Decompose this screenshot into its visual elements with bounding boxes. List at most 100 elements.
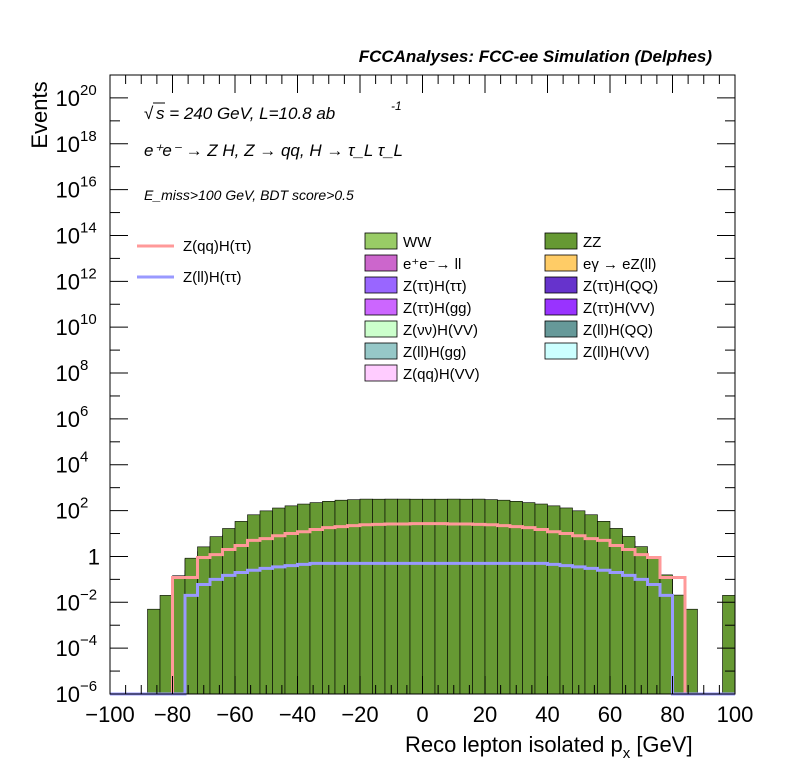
svg-text:10: 10 (56, 590, 80, 615)
stack-12 (147, 498, 736, 695)
legend-swatch (364, 364, 398, 382)
stack-bars (147, 498, 736, 695)
bar-12-21 (372, 498, 386, 695)
bar-12-37 (572, 510, 586, 695)
x-tick-label: 80 (660, 702, 684, 727)
bar-12-5 (172, 575, 186, 695)
legend-swatch (364, 298, 398, 316)
bar-12-44 (659, 574, 673, 695)
svg-text:10: 10 (56, 86, 80, 111)
bar-12-45 (672, 594, 686, 695)
signal-line-1 (110, 561, 735, 696)
legend-label: Z(ll)H(QQ) (583, 322, 653, 339)
legend-signals: Z(qq)H(ττ) Z(ll)H(ττ) (137, 238, 252, 286)
svg-text:12: 12 (80, 265, 97, 282)
legend-swatch (364, 342, 398, 360)
bar-12-22 (384, 498, 398, 695)
legend-label: Z(νν)H(VV) (403, 322, 478, 339)
legend-label: ZZ (583, 234, 601, 251)
legend-label: Z(ττ)H(VV) (583, 300, 655, 317)
bar-12-16 (309, 502, 323, 695)
x-tick-label: 60 (598, 702, 622, 727)
bar-12-29 (472, 498, 486, 695)
x-tick-label: 20 (473, 702, 497, 727)
legend-label: eγ → eZ(ll) (583, 256, 656, 273)
legend-swatch (364, 276, 398, 294)
svg-text:10: 10 (56, 178, 80, 203)
annotation-block: √ s = 240 GeV, L=10.8 ab -1 e⁺e⁻ → Z H, … (144, 99, 403, 203)
bar-12-43 (647, 557, 661, 695)
y-axis-label: Events (27, 81, 52, 148)
bar-12-27 (447, 498, 461, 695)
signal-lines (110, 522, 735, 696)
legend-swatch (544, 276, 578, 294)
legend-label: Z(qq)H(ττ) (183, 238, 252, 255)
y-tick-label: 10 12 (56, 265, 97, 294)
sqrt-symbol: √ (144, 104, 154, 123)
bar-12-42 (634, 546, 648, 695)
cut-label: E_miss>100 GeV, BDT score>0.5 (144, 187, 354, 203)
y-tick-label: 10 18 (56, 128, 97, 157)
legend-label: Z(qq)H(VV) (403, 366, 480, 383)
bar-12-10 (234, 521, 248, 695)
svg-text:6: 6 (80, 403, 88, 420)
x-tick-label: −20 (341, 702, 378, 727)
bar-12-46 (684, 608, 698, 695)
y-tick-label: 10 −4 (56, 632, 98, 661)
y-tick-label: 10 10 (56, 311, 97, 340)
bar-12-3 (147, 608, 161, 695)
bar-12-25 (422, 498, 436, 695)
bar-12-19 (347, 499, 361, 695)
svg-text:−4: −4 (80, 632, 97, 649)
x-tick-label: −100 (85, 702, 135, 727)
bar-12-39 (597, 521, 611, 695)
legend-label: Z(ττ)H(ττ) (403, 278, 467, 295)
x-tick-label: −80 (154, 702, 191, 727)
legend-swatch (544, 342, 578, 360)
svg-text:10: 10 (56, 361, 80, 386)
bar-12-30 (484, 499, 498, 695)
y-tick-label: 10 6 (56, 403, 89, 432)
y-tick-label: 10 8 (56, 357, 89, 386)
svg-text:10: 10 (56, 132, 80, 157)
svg-text:2: 2 (80, 495, 88, 512)
svg-text:−2: −2 (80, 586, 97, 603)
svg-text:4: 4 (80, 449, 88, 466)
x-axis-label-main: Reco lepton isolated p (405, 732, 623, 757)
legend-label: WW (403, 234, 432, 251)
y-tick-label: 10 14 (56, 219, 97, 248)
bar-12-36 (559, 507, 573, 695)
svg-text:10: 10 (56, 223, 80, 248)
legend-swatch (544, 320, 578, 338)
bar-12-4 (159, 595, 173, 695)
svg-text:14: 14 (80, 219, 97, 236)
y-tick-label: 10 −2 (56, 586, 98, 615)
bar-12-32 (509, 500, 523, 695)
legend-label: Z(ll)H(gg) (403, 344, 466, 361)
process-label: e⁺e⁻ → Z H, Z → qq, H → τ_L τ_L (144, 141, 403, 160)
x-axis-label-unit: [GeV] (630, 732, 692, 757)
x-tick-label: 40 (535, 702, 559, 727)
legend-swatch (364, 232, 398, 250)
x-tick-label: −40 (279, 702, 316, 727)
bar-12-41 (622, 536, 636, 695)
y-tick-label: 10 4 (56, 449, 89, 478)
legend-swatch (544, 232, 578, 250)
svg-text:20: 20 (80, 82, 97, 99)
svg-text:8: 8 (80, 357, 88, 374)
legend-swatch (364, 254, 398, 272)
bar-12-23 (397, 498, 411, 695)
bar-12-35 (547, 505, 561, 695)
svg-text:10: 10 (56, 315, 80, 340)
x-axis-label: Reco lepton isolated px [GeV] (405, 732, 693, 762)
svg-text:16: 16 (80, 174, 97, 191)
lumi-exponent: -1 (391, 99, 402, 113)
x-tick-label: −60 (216, 702, 253, 727)
legend-swatch (544, 254, 578, 272)
bar-12-7 (197, 546, 211, 695)
y-tick-label: 10 2 (56, 495, 89, 524)
bar-12-28 (459, 498, 473, 695)
legend-swatch (544, 298, 578, 316)
